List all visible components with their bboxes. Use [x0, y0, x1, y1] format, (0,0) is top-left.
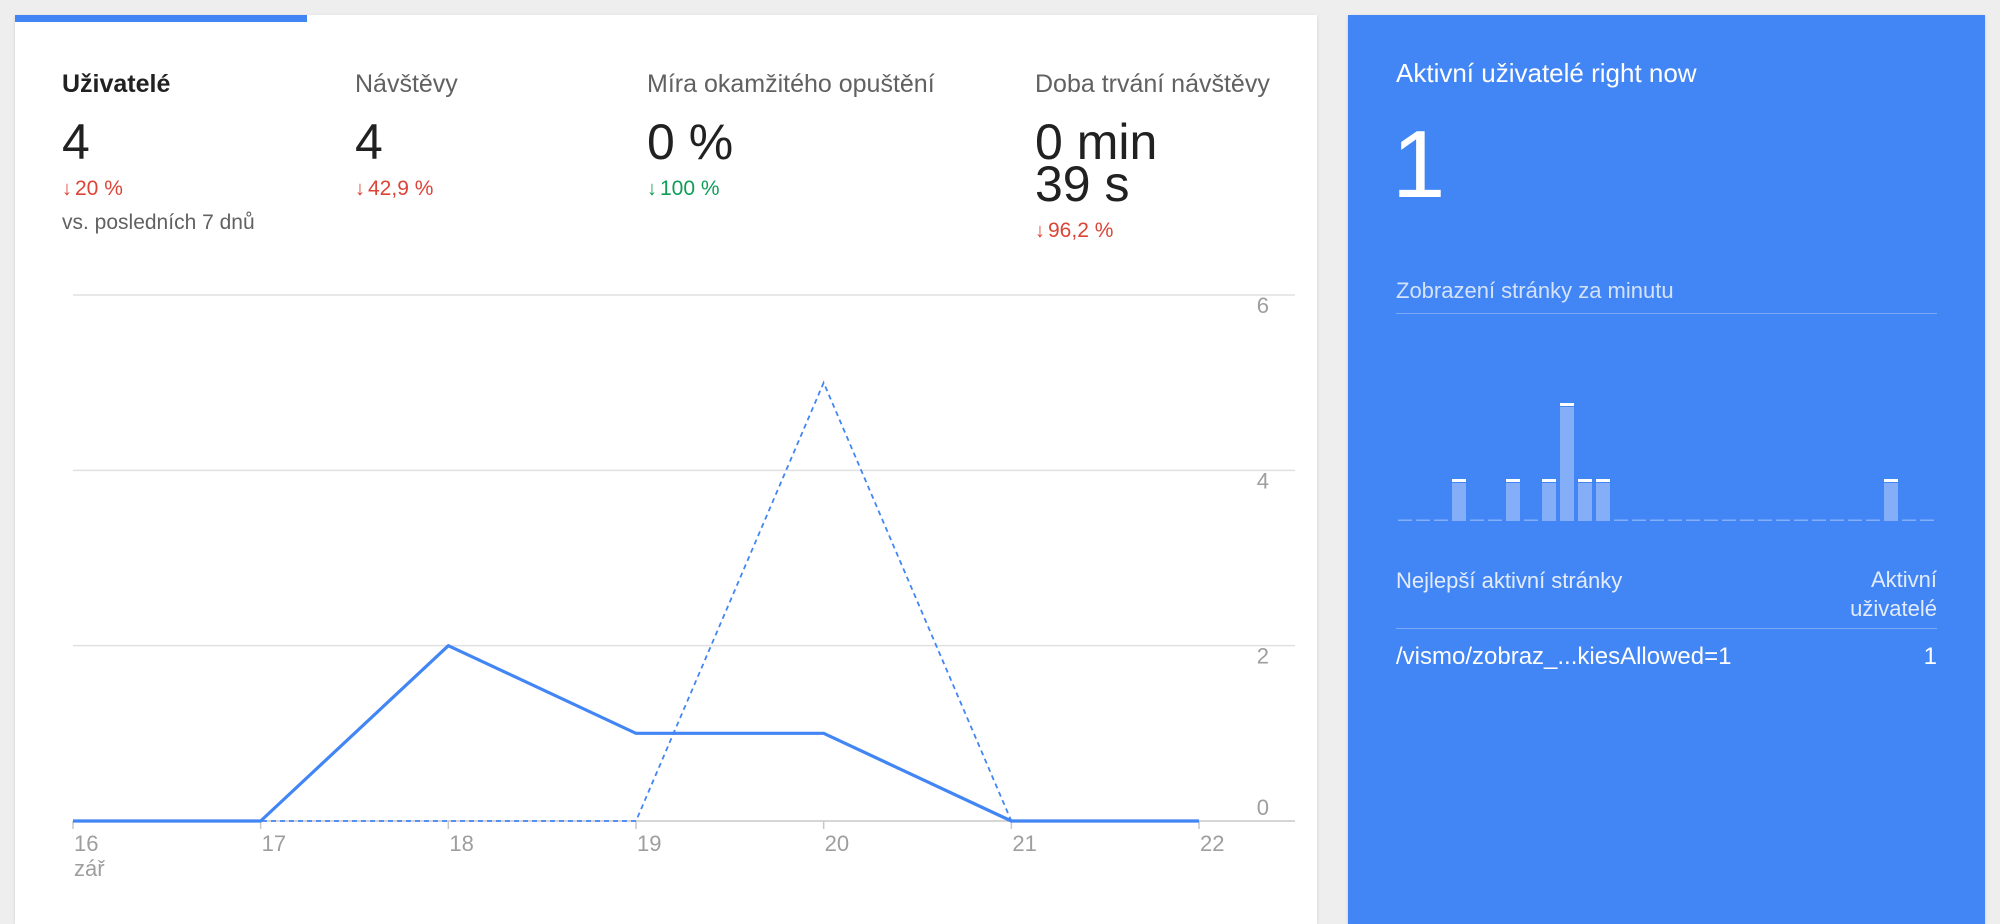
pageviews-per-minute-chart [1398, 403, 1934, 521]
metric-value: 4 [62, 114, 90, 170]
arrow-down-icon: ↓ [647, 178, 657, 200]
metric-label: Návštěvy [355, 70, 458, 98]
pageviews-bar-empty [1830, 519, 1844, 521]
metric-tab-sessions[interactable]: Návštěvy 4 ↓ 42,9 % [355, 70, 458, 201]
pageviews-bar-cap [1884, 479, 1898, 482]
pageviews-bar-cap [1542, 479, 1556, 482]
arrow-down-icon: ↓ [62, 178, 72, 200]
pageviews-bar-empty [1614, 519, 1628, 521]
pageviews-bar-empty [1794, 519, 1808, 521]
pageviews-bar-cap [1578, 479, 1592, 482]
top-pages-users-header: Aktivní uživatelé [1850, 567, 1937, 621]
y-tick-label: 6 [1257, 293, 1269, 318]
x-tick-sublabel: zář [74, 856, 105, 881]
pageviews-bar-cap [1596, 479, 1610, 482]
metric-value: 4 [355, 114, 383, 170]
pageviews-bar [1506, 483, 1520, 521]
pageviews-bar-cap [1560, 403, 1574, 406]
pageviews-bar-empty [1632, 519, 1646, 521]
pageviews-bar [1884, 483, 1898, 521]
x-tick-label: 17 [262, 831, 286, 856]
pageviews-bar-empty [1668, 519, 1682, 521]
overview-card: Uživatelé 4 ↓ 20 % vs. posledních 7 dnů N… [15, 15, 1317, 924]
pageviews-bar-cap [1506, 479, 1520, 482]
realtime-active-count: 1 [1392, 111, 1446, 218]
pageviews-bar-empty [1650, 519, 1664, 521]
pageviews-bar-empty [1488, 519, 1502, 521]
x-tick-label: 19 [637, 831, 661, 856]
series-line-primary [73, 644, 1199, 823]
x-tick-label: 21 [1012, 831, 1036, 856]
metric-tab-bounce-rate[interactable]: Míra okamžitého opuštění 0 % ↓ 100 % [647, 70, 935, 201]
arrow-down-icon: ↓ [1035, 220, 1045, 242]
top-page-row[interactable]: /vismo/zobraz_...kiesAllowed=1 1 [1396, 643, 1937, 683]
top-page-users: 1 [1923, 643, 1937, 670]
pageviews-bar [1578, 483, 1592, 521]
x-tick-label: 18 [449, 831, 473, 856]
top-page-path[interactable]: /vismo/zobraz_...kiesAllowed=1 [1396, 643, 1732, 670]
y-tick-label: 2 [1257, 644, 1269, 669]
realtime-card: Aktivní uživatelé right now 1 Zobrazení … [1348, 15, 1985, 924]
pageviews-bar-empty [1722, 519, 1736, 521]
pageviews-bar-empty [1524, 519, 1538, 521]
pageviews-bar [1596, 483, 1610, 521]
y-tick-label: 4 [1257, 468, 1269, 493]
pageviews-bar-empty [1848, 519, 1862, 521]
divider [1396, 628, 1937, 629]
series-line-comparison [73, 380, 1199, 822]
divider [1396, 313, 1937, 314]
metric-compare-label: vs. posledních 7 dnů [62, 211, 255, 234]
metric-change: ↓ 96,2 % [1035, 219, 1114, 242]
pageviews-bar-empty [1686, 519, 1700, 521]
pageviews-bar-empty [1866, 519, 1880, 521]
pageviews-bar-empty [1812, 519, 1826, 521]
active-tab-indicator [15, 15, 307, 22]
pageviews-bar [1542, 483, 1556, 521]
metric-tab-session-duration[interactable]: Doba trvání návštěvy 0 min 39 s ↓ 96,2 % [1035, 70, 1270, 243]
pageviews-bar-empty [1398, 519, 1412, 521]
realtime-title: Aktivní uživatelé right now [1396, 58, 1697, 88]
x-tick-label: 22 [1200, 831, 1224, 856]
pageviews-per-minute-label: Zobrazení stránky za minutu [1396, 278, 1674, 303]
top-pages-header: Nejlepší aktivní stránky [1396, 568, 1623, 593]
pageviews-bar-empty [1758, 519, 1772, 521]
x-tick-label: 20 [825, 831, 849, 856]
pageviews-bar [1560, 407, 1574, 521]
pageviews-bar-empty [1740, 519, 1754, 521]
metric-label: Uživatelé [62, 70, 171, 98]
pageviews-bar-empty [1434, 519, 1448, 521]
pageviews-bar [1452, 483, 1466, 521]
metric-change: ↓ 100 % [647, 177, 720, 200]
x-tick-label: 16 [74, 831, 98, 856]
metric-tab-users[interactable]: Uživatelé 4 ↓ 20 % vs. posledních 7 dnů [62, 70, 262, 239]
metric-change: ↓ 20 % [62, 177, 123, 200]
metric-label: Doba trvání návštěvy [1035, 70, 1270, 98]
pageviews-bar-empty [1416, 519, 1430, 521]
metric-change: ↓ 42,9 % [355, 177, 434, 200]
pageviews-bar-empty [1776, 519, 1790, 521]
pageviews-bar-cap [1452, 479, 1466, 482]
pageviews-bar-empty [1902, 519, 1916, 521]
y-tick-label: 0 [1257, 795, 1269, 820]
metric-value: 0 % [647, 114, 734, 170]
pageviews-bar-empty [1704, 519, 1718, 521]
pageviews-bar-empty [1470, 519, 1484, 521]
pageviews-bar-empty [1920, 519, 1934, 521]
metric-value: 0 min 39 s [1035, 114, 1158, 212]
metric-label: Míra okamžitého opuštění [647, 70, 935, 98]
arrow-down-icon: ↓ [355, 178, 365, 200]
